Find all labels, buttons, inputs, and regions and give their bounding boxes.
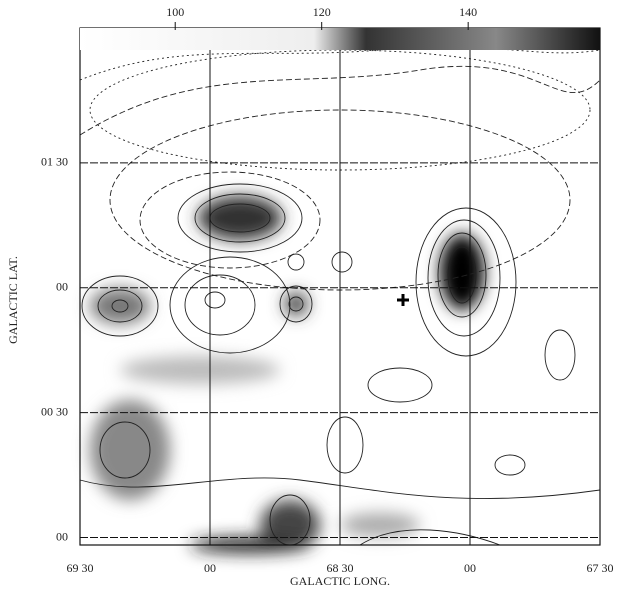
colorbar-tick-label: 120	[313, 5, 331, 19]
marker	[397, 294, 409, 306]
x-tick-label: 00	[204, 561, 216, 575]
y-tick-label: 01 30	[41, 155, 68, 169]
x-axis-label: GALACTIC LONG.	[290, 574, 390, 588]
plot-area	[80, 28, 600, 553]
colorbar-tick-label: 100	[166, 5, 184, 19]
y-tick-label: 00 30	[41, 404, 68, 418]
colorbar-tick-label: 140	[459, 5, 477, 19]
colorbar	[80, 28, 600, 50]
y-tick-label: 00	[56, 279, 68, 293]
x-tick-label: 67 30	[587, 561, 614, 575]
y-axis-label: GALACTIC LAT.	[6, 256, 20, 344]
chart: GALACTIC LONG. GALACTIC LAT. 69 30 00 68 3…	[0, 0, 619, 591]
y-tick-label: 00	[56, 529, 68, 543]
x-tick-label: 69 30	[67, 561, 94, 575]
x-tick-label: 00	[464, 561, 476, 575]
x-tick-label: 68 30	[327, 561, 354, 575]
